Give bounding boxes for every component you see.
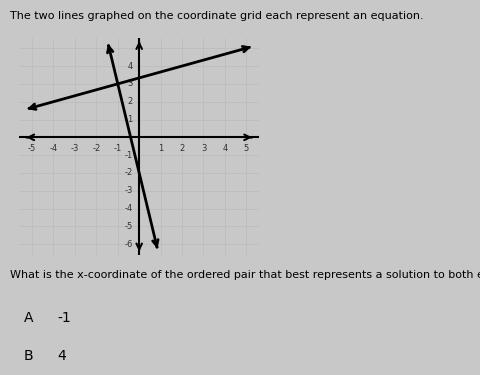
Text: The two lines graphed on the coordinate grid each represent an equation.: The two lines graphed on the coordinate … <box>10 11 423 21</box>
Text: 1: 1 <box>158 144 163 153</box>
Text: -1: -1 <box>124 151 133 160</box>
Text: -5: -5 <box>28 144 36 153</box>
Text: -1: -1 <box>114 144 122 153</box>
Text: -1: -1 <box>58 311 72 325</box>
Text: 5: 5 <box>244 144 249 153</box>
Text: -3: -3 <box>71 144 79 153</box>
Text: -4: -4 <box>124 204 133 213</box>
Text: 2: 2 <box>180 144 185 153</box>
Text: -2: -2 <box>124 168 133 177</box>
Text: 3: 3 <box>201 144 206 153</box>
Text: B: B <box>24 349 34 363</box>
Text: -4: -4 <box>49 144 58 153</box>
Text: 4: 4 <box>58 349 66 363</box>
Text: -6: -6 <box>124 240 133 249</box>
Text: -2: -2 <box>92 144 100 153</box>
Text: 3: 3 <box>127 80 133 88</box>
Text: -5: -5 <box>124 222 133 231</box>
Text: -3: -3 <box>124 186 133 195</box>
Text: What is the x-coordinate of the ordered pair that best represents a solution to : What is the x-coordinate of the ordered … <box>10 270 480 280</box>
Text: 1: 1 <box>128 115 133 124</box>
Text: A: A <box>24 311 34 325</box>
Text: 4: 4 <box>222 144 228 153</box>
Text: 4: 4 <box>128 62 133 70</box>
Text: 2: 2 <box>128 97 133 106</box>
